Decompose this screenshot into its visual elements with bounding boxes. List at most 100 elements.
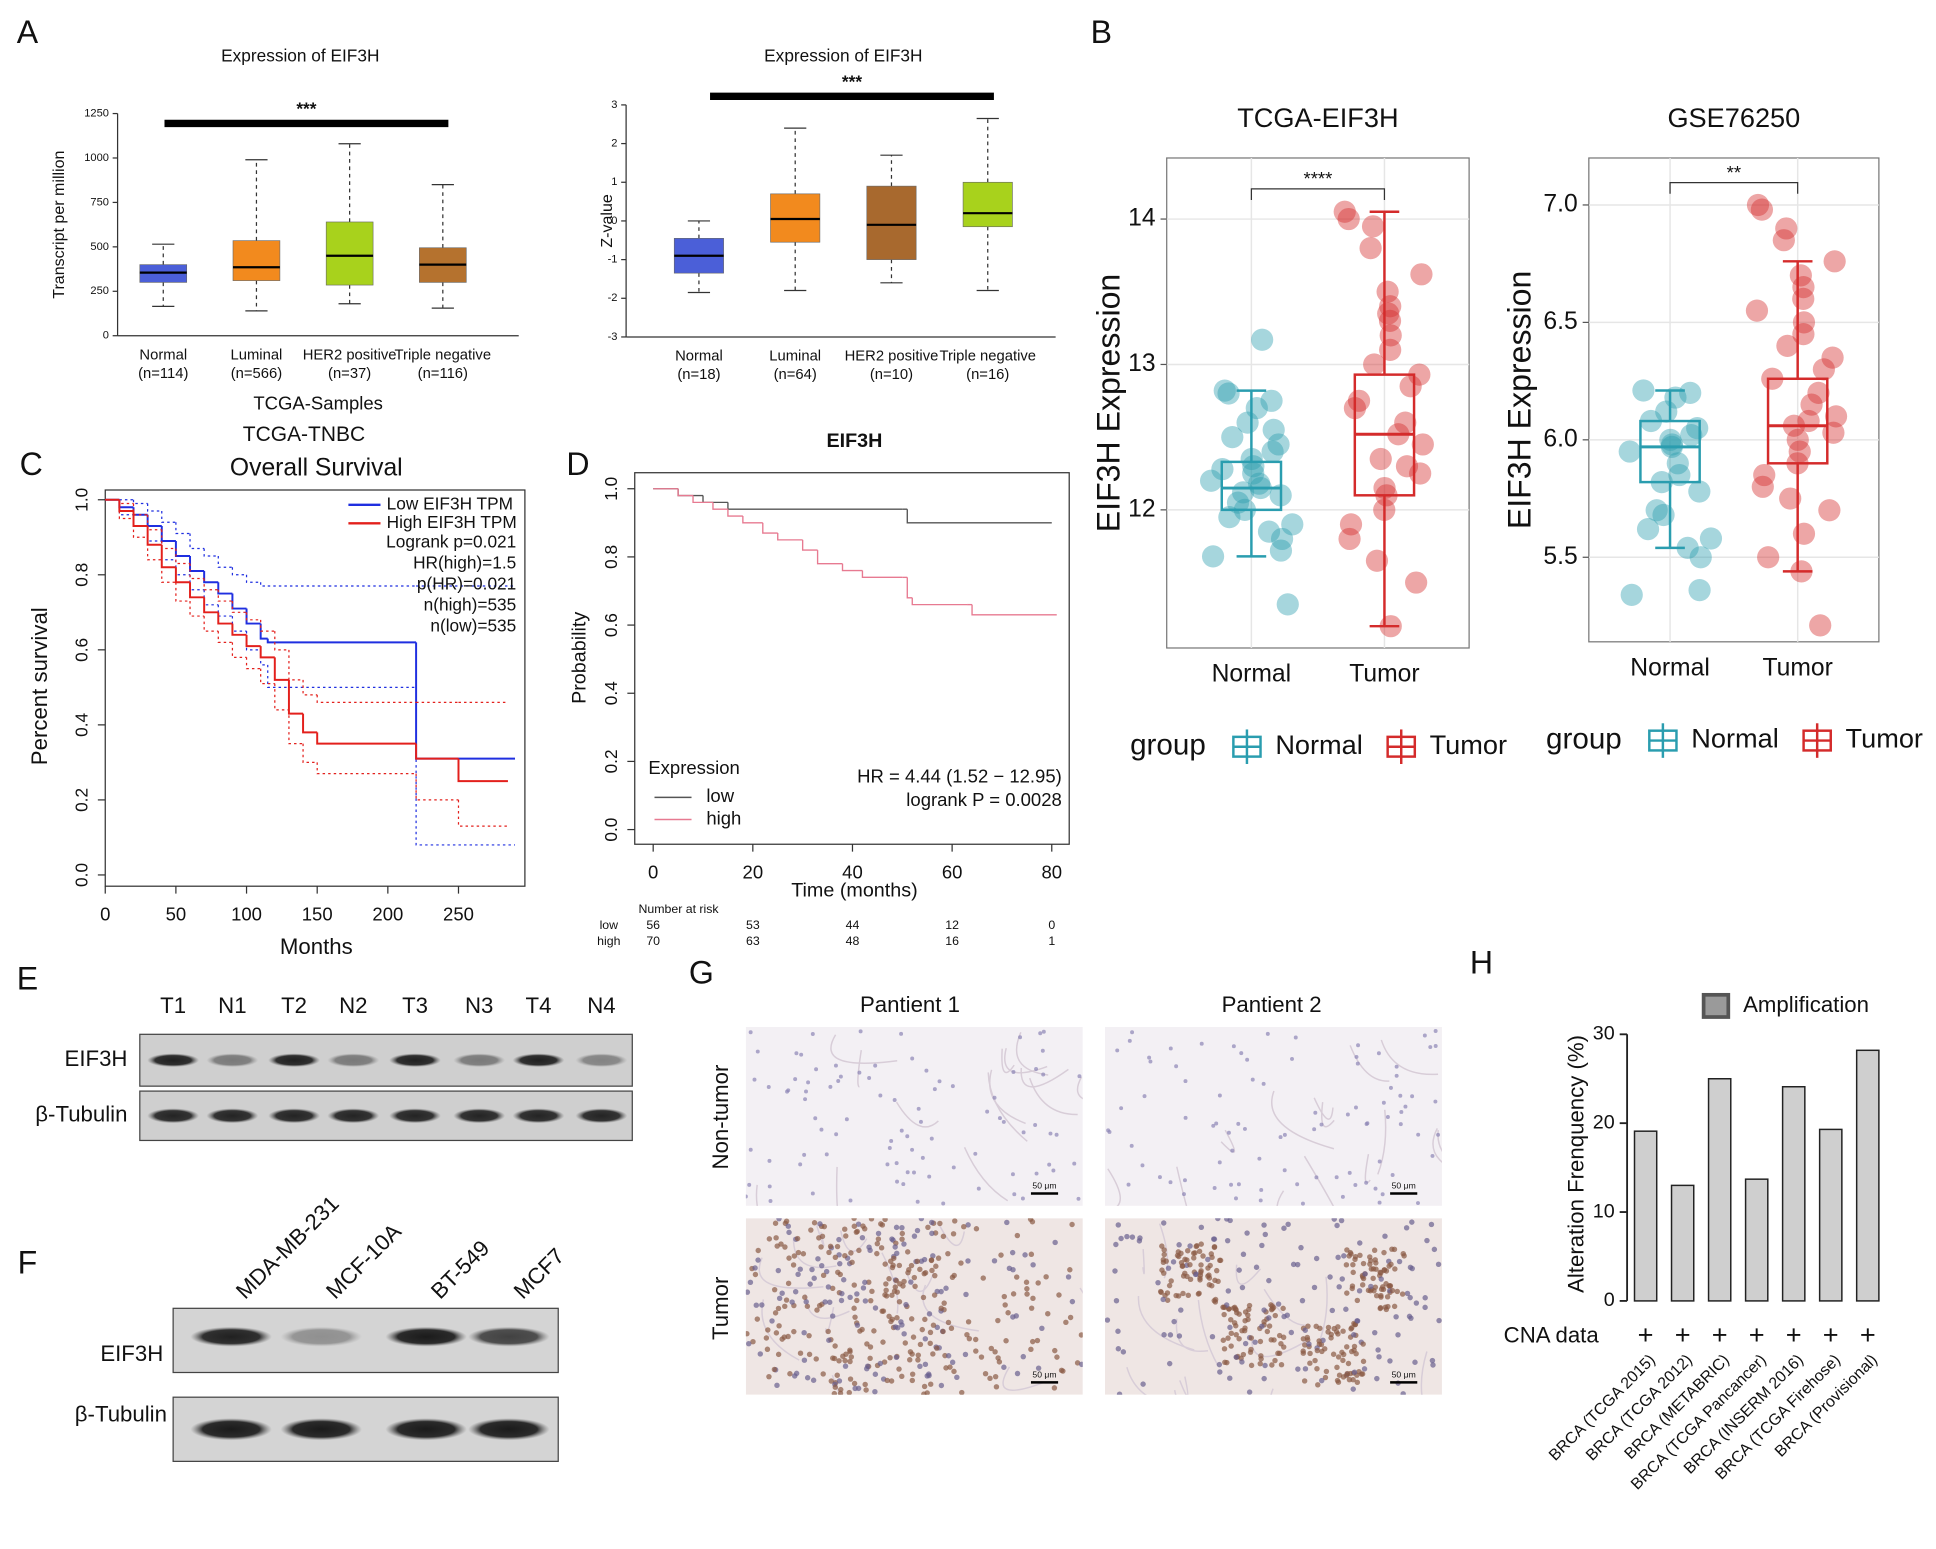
cell-nucleus xyxy=(927,1329,934,1336)
cell-nucleus xyxy=(1228,1317,1234,1323)
cell-nucleus xyxy=(847,1358,853,1365)
data-point xyxy=(1369,447,1392,471)
cell-nucleus xyxy=(1357,1252,1363,1259)
cell-nucleus xyxy=(836,1378,843,1384)
cell-nucleus xyxy=(814,1307,820,1313)
cell-nucleus xyxy=(1262,1362,1268,1369)
cell-nucleus xyxy=(1034,1066,1039,1071)
cell-nucleus xyxy=(1216,1361,1223,1368)
tissue-fiber xyxy=(1364,1154,1371,1184)
cell-nucleus xyxy=(1416,1132,1421,1137)
risk-count: 48 xyxy=(846,934,860,948)
data-point xyxy=(1772,229,1795,252)
cell-nucleus xyxy=(776,1218,782,1222)
lane-label: MCF-10A xyxy=(321,1219,406,1304)
cell-nucleus xyxy=(895,1179,900,1184)
confidence-step xyxy=(245,574,261,583)
confidence-step xyxy=(161,541,176,561)
survival-step xyxy=(146,514,162,528)
cell-nucleus xyxy=(1077,1074,1082,1079)
cell-nucleus xyxy=(1234,1196,1238,1201)
cell-nucleus xyxy=(1393,1314,1399,1320)
y-axis-title: Transcript per million xyxy=(50,151,68,299)
cell-nucleus xyxy=(1023,1279,1030,1285)
cell-nucleus xyxy=(1209,1283,1215,1289)
cell-nucleus xyxy=(927,1381,934,1387)
blot-band xyxy=(147,1053,200,1068)
y-axis-title: EIF3H Expression xyxy=(1091,274,1127,533)
cell-nucleus xyxy=(1161,1251,1167,1258)
cell-nucleus xyxy=(782,1244,788,1250)
y-tick-label: 0.2 xyxy=(601,749,621,773)
x-tick-label: Triple negative xyxy=(395,347,492,363)
cell-nucleus xyxy=(759,1302,765,1308)
column-label: Pantient 1 xyxy=(860,992,960,1017)
y-tick-label: 0 xyxy=(1604,1289,1615,1311)
cell-nucleus xyxy=(1157,1288,1164,1295)
cell-nucleus xyxy=(748,1030,753,1035)
cell-nucleus xyxy=(899,1128,904,1133)
cell-nucleus xyxy=(1178,1307,1184,1313)
tissue-fiber xyxy=(1142,1249,1145,1275)
cell-nucleus xyxy=(1313,1255,1320,1262)
x-tick-label: Triple negative xyxy=(939,349,1036,365)
blot-band xyxy=(280,1418,362,1441)
cell-nucleus xyxy=(1344,1290,1350,1296)
confidence-step xyxy=(175,522,191,535)
cell-nucleus xyxy=(745,1289,751,1295)
data-point xyxy=(1699,527,1723,550)
data-point xyxy=(1217,382,1240,405)
data-point xyxy=(1686,416,1709,440)
data-point xyxy=(1339,513,1363,536)
cell-nucleus xyxy=(1137,1235,1143,1241)
cell-nucleus xyxy=(802,1152,807,1157)
cell-nucleus xyxy=(973,1348,979,1354)
cell-nucleus xyxy=(1313,1110,1318,1115)
cell-nucleus xyxy=(1018,1035,1023,1040)
cell-nucleus xyxy=(1399,1291,1406,1297)
cell-nucleus xyxy=(1192,1250,1198,1256)
cell-nucleus xyxy=(1212,1296,1219,1303)
data-point xyxy=(1338,527,1361,551)
cell-nucleus xyxy=(905,1134,910,1139)
cell-nucleus xyxy=(795,1271,801,1278)
survival-step xyxy=(677,488,704,497)
cell-nucleus xyxy=(1196,1248,1203,1255)
cell-nucleus xyxy=(985,1109,990,1114)
cell-nucleus xyxy=(828,1084,833,1089)
cell-nucleus xyxy=(1396,1258,1403,1265)
cell-nucleus xyxy=(1226,1130,1231,1135)
cell-nucleus xyxy=(1314,1175,1319,1180)
cell-nucleus xyxy=(786,1255,792,1261)
cell-nucleus xyxy=(1060,1368,1066,1374)
data-point xyxy=(1242,462,1265,485)
cell-nucleus xyxy=(1180,1273,1187,1279)
cell-nucleus xyxy=(1371,1247,1378,1253)
cell-nucleus xyxy=(871,1328,877,1334)
cell-nucleus xyxy=(1236,1267,1242,1273)
cell-nucleus xyxy=(1245,1312,1251,1318)
cell-nucleus xyxy=(776,1295,783,1302)
cell-nucleus xyxy=(1183,1079,1188,1084)
cell-nucleus xyxy=(1384,1294,1391,1300)
cell-nucleus xyxy=(1323,1368,1330,1375)
chart-title: GSE76250 xyxy=(1667,102,1800,133)
data-point xyxy=(1751,475,1774,498)
cell-nucleus xyxy=(1378,1292,1384,1299)
cell-nucleus xyxy=(1225,1288,1232,1294)
row-label: β-Tubulin xyxy=(75,1402,167,1427)
data-point xyxy=(1824,405,1848,428)
tissue-fiber xyxy=(857,1049,863,1088)
data-point xyxy=(1361,215,1385,238)
cell-nucleus xyxy=(1168,1278,1174,1284)
cell-nucleus xyxy=(775,1305,782,1312)
cell-nucleus xyxy=(1409,1219,1415,1225)
cell-nucleus xyxy=(1074,1360,1081,1366)
y-tick-label: 0.4 xyxy=(72,712,92,736)
cell-nucleus xyxy=(1010,1291,1017,1297)
cell-nucleus xyxy=(1331,1218,1337,1222)
cell-nucleus xyxy=(1198,1224,1205,1231)
cell-nucleus xyxy=(907,1357,913,1363)
data-point xyxy=(1261,440,1284,463)
cell-nucleus xyxy=(765,1327,771,1333)
